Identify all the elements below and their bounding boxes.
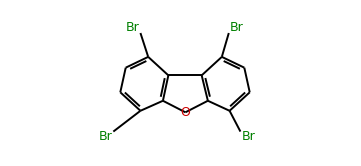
Text: Br: Br xyxy=(99,130,112,143)
Text: Br: Br xyxy=(241,130,255,143)
Text: O: O xyxy=(180,106,190,119)
Text: Br: Br xyxy=(126,21,140,34)
Text: Br: Br xyxy=(230,21,243,34)
